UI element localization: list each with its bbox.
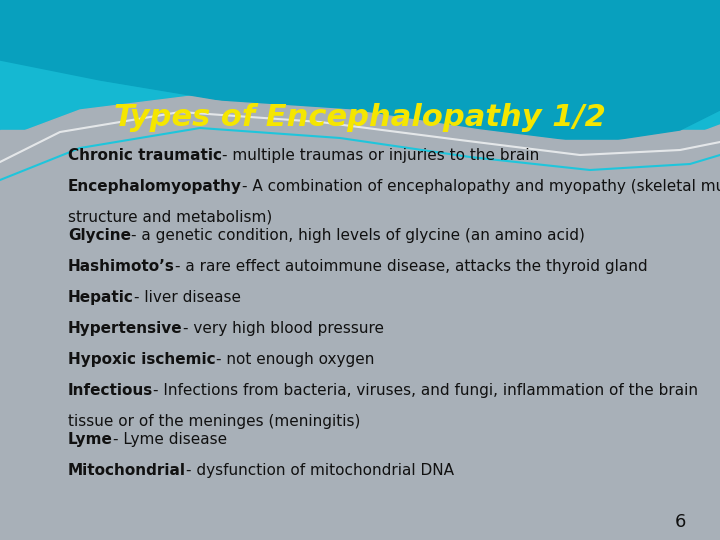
Polygon shape [0, 0, 720, 160]
Text: Hypoxic ischemic: Hypoxic ischemic [68, 352, 215, 367]
Text: Mitochondrial: Mitochondrial [68, 463, 186, 478]
Text: structure and metabolism): structure and metabolism) [68, 210, 272, 225]
Text: Hypertensive: Hypertensive [68, 321, 183, 336]
Text: Hashimoto’s: Hashimoto’s [68, 259, 175, 274]
Text: 6: 6 [675, 513, 685, 531]
Polygon shape [0, 140, 720, 540]
Text: - very high blood pressure: - very high blood pressure [183, 321, 384, 336]
Text: - dysfunction of mitochondrial DNA: - dysfunction of mitochondrial DNA [186, 463, 454, 478]
Text: - a genetic condition, high levels of glycine (an amino acid): - a genetic condition, high levels of gl… [131, 228, 585, 243]
Text: - not enough oxygen: - not enough oxygen [215, 352, 374, 367]
Text: - A combination of encephalopathy and myopathy (skeletal muscles, cell: - A combination of encephalopathy and my… [242, 179, 720, 194]
Text: - Infections from bacteria, viruses, and fungi, inflammation of the brain: - Infections from bacteria, viruses, and… [153, 383, 698, 398]
Polygon shape [0, 130, 720, 540]
Polygon shape [0, 0, 720, 180]
Text: Lyme: Lyme [68, 432, 113, 447]
Polygon shape [0, 0, 720, 145]
Text: Chronic traumatic: Chronic traumatic [68, 148, 222, 163]
Polygon shape [0, 100, 720, 540]
Polygon shape [0, 95, 720, 540]
Text: Types of Encephalopathy 1/2: Types of Encephalopathy 1/2 [114, 104, 606, 132]
Text: - a rare effect autoimmune disease, attacks the thyroid gland: - a rare effect autoimmune disease, atta… [175, 259, 647, 274]
Text: Encephalomyopathy: Encephalomyopathy [68, 179, 242, 194]
Polygon shape [0, 0, 720, 240]
Text: - liver disease: - liver disease [134, 290, 241, 305]
Text: - Lyme disease: - Lyme disease [113, 432, 227, 447]
Text: Infectious: Infectious [68, 383, 153, 398]
Text: - multiple traumas or injuries to the brain: - multiple traumas or injuries to the br… [222, 148, 539, 163]
Text: Hepatic: Hepatic [68, 290, 134, 305]
Text: Glycine: Glycine [68, 228, 131, 243]
Text: tissue or of the meninges (meningitis): tissue or of the meninges (meningitis) [68, 414, 361, 429]
